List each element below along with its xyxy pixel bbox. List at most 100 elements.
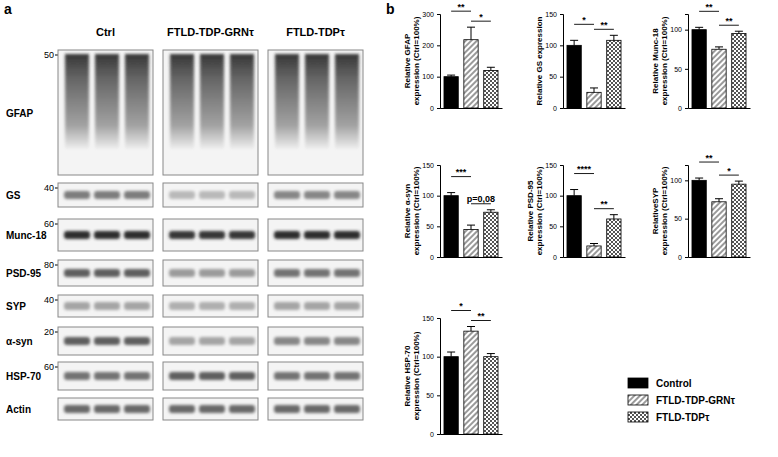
legend-label: Control (656, 378, 692, 389)
legend-swatch (628, 378, 648, 388)
blot-frame (268, 362, 363, 390)
protein-label: Munc-18 (6, 230, 47, 241)
tick-mark (685, 108, 688, 109)
group-label: FTLD-TDPτ (286, 26, 345, 38)
tick-mark (560, 257, 563, 258)
bar (692, 30, 706, 108)
tick: 100 (422, 73, 440, 80)
blot-band (274, 231, 300, 239)
blot-band (64, 231, 90, 239)
mw-label: 60 (44, 362, 54, 372)
bar (464, 40, 478, 108)
axis-line (564, 108, 626, 109)
blot-frame (58, 398, 153, 420)
mw-label: 80 (44, 260, 54, 270)
bar (607, 219, 621, 257)
protein-label: Actin (6, 404, 31, 415)
blot-band (95, 54, 119, 149)
blot-frame (268, 398, 363, 420)
x-axis (441, 434, 503, 436)
tick-label: 0 (553, 254, 557, 261)
error-cap (467, 27, 475, 28)
bar (484, 357, 498, 434)
error-cap (735, 31, 743, 32)
tick: 0 (678, 105, 688, 112)
tick: 100 (545, 192, 563, 199)
tick-mark (437, 257, 440, 258)
axis-line (560, 166, 564, 258)
blot-band (169, 337, 195, 345)
blot-band (199, 405, 225, 413)
legend: ControlFTLD-TDP-GRNτFTLD-TDPτ (628, 378, 735, 423)
bar (567, 45, 581, 108)
blot-frame (268, 50, 363, 175)
tick-mark (437, 45, 440, 46)
blot-band (229, 191, 255, 199)
axis-title: Relative α-syn (403, 184, 412, 238)
significance-label: **** (577, 164, 592, 174)
axis-title: expression (Ctrl=100%) (412, 331, 421, 420)
error-cap (487, 67, 495, 68)
blot-band (229, 405, 255, 413)
tick: 150 (422, 315, 440, 322)
tick-label: 300 (422, 11, 434, 18)
x-axis (564, 257, 626, 259)
axis-line (441, 257, 503, 258)
axis-line (560, 15, 564, 109)
error-bar (594, 88, 595, 92)
tick-label: 50 (426, 392, 434, 399)
error-cap (447, 352, 455, 353)
bar (712, 49, 726, 108)
blot-frame (268, 327, 363, 355)
blot-band (94, 372, 120, 380)
blot-band (170, 54, 194, 149)
tick-mark (685, 69, 688, 70)
blot-band (94, 269, 120, 277)
x-axis (441, 257, 503, 259)
blot-band (229, 269, 255, 277)
axis-line (441, 434, 503, 435)
mw-label: 60 (44, 219, 54, 229)
axis-line (685, 166, 689, 258)
tick-label: 0 (430, 105, 434, 112)
legend-swatch (628, 395, 648, 405)
blot-band (334, 302, 360, 310)
error-cap (570, 40, 578, 41)
tick: 50 (674, 66, 688, 73)
blot-band (64, 337, 90, 345)
blot-band (334, 372, 360, 380)
tick-label: 150 (545, 162, 557, 169)
blot-band (274, 269, 300, 277)
plot-area (567, 35, 621, 108)
bar (732, 184, 746, 257)
blot-band (169, 372, 195, 380)
bar (587, 246, 601, 257)
plot-area (444, 27, 498, 108)
tick-mark (437, 108, 440, 109)
plot-area (692, 27, 746, 108)
legend-label: FTLD-TDPτ (656, 412, 710, 423)
significance-label: ** (600, 199, 608, 209)
tick-mark (685, 30, 688, 31)
blot-band (334, 405, 360, 413)
blot-band (124, 269, 150, 277)
axis-line (685, 15, 689, 109)
protein-label: GS (6, 190, 21, 201)
tick: 50 (426, 223, 440, 230)
bar (484, 212, 498, 257)
blot-frame (163, 295, 258, 317)
blot-band (199, 372, 225, 380)
significance-label: ** (706, 153, 714, 163)
tick-mark (685, 257, 688, 258)
bar (692, 180, 706, 257)
legend-swatch (628, 412, 648, 422)
blot-band (304, 337, 330, 345)
tick: 100 (422, 192, 440, 199)
tick-label: 100 (422, 73, 434, 80)
blot-band (169, 302, 195, 310)
tick: 0 (430, 431, 440, 438)
error-cap (570, 189, 578, 190)
tick: 150 (545, 162, 563, 169)
tick-label: 0 (430, 254, 434, 261)
significance-label: ** (600, 20, 608, 30)
